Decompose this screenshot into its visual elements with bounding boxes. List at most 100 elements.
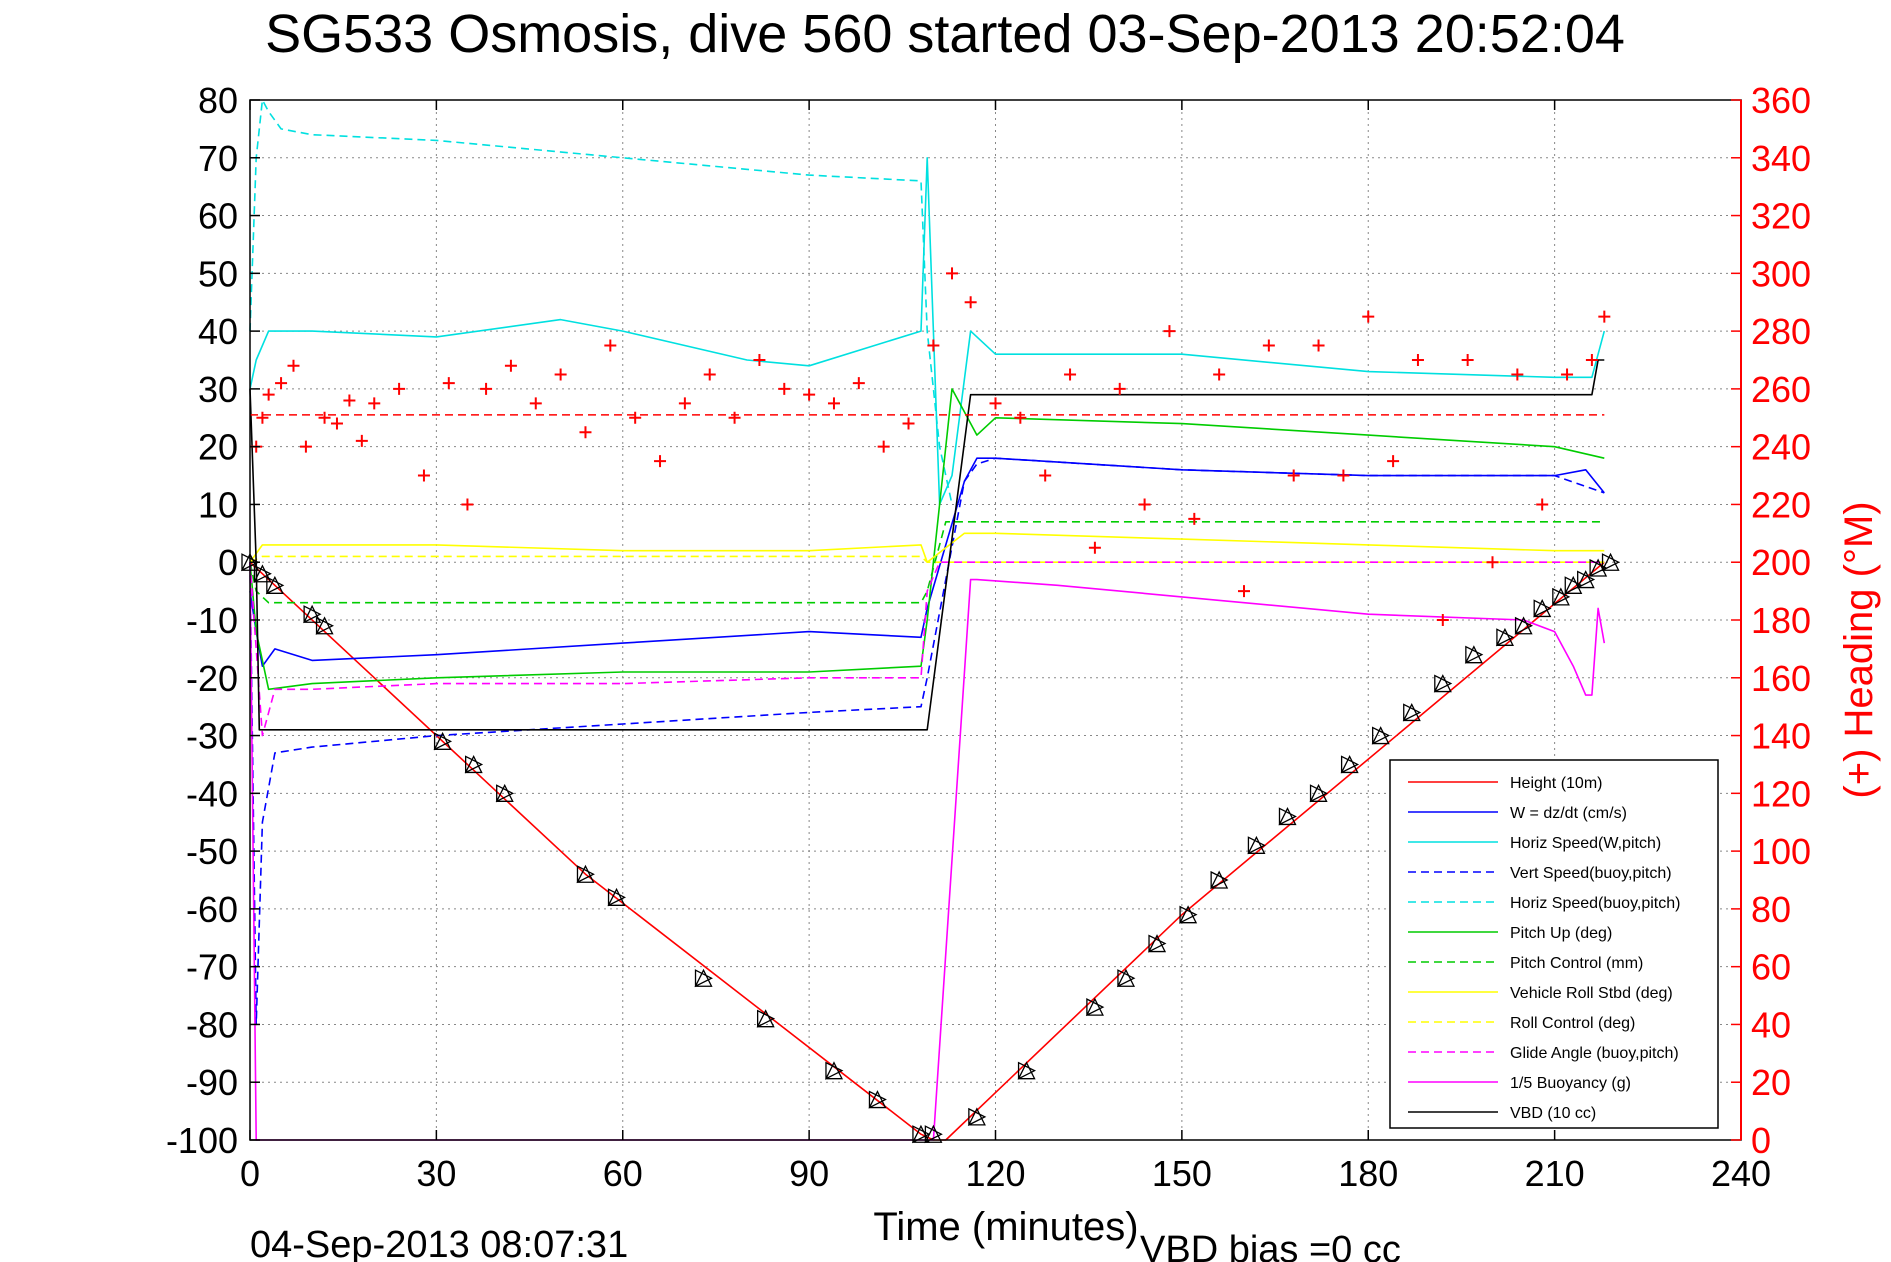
dive-marker (1551, 587, 1571, 606)
heading-point (262, 388, 275, 401)
dive-marker (1533, 598, 1552, 618)
x-tick-label: 90 (789, 1153, 829, 1194)
legend: Height (10m) W = dz/dt (cm/s) Horiz Speed(… (1389, 759, 1719, 1129)
heading-point (1138, 498, 1151, 511)
series-layer (249, 99, 1606, 1141)
heading-point (1511, 368, 1524, 381)
dive-markers-layer (240, 552, 1620, 1144)
y-left-tick-label: 60 (198, 196, 238, 237)
heading-point (827, 397, 840, 410)
legend-label-height-10m: Height (10m) (1510, 775, 1602, 792)
heading-point (1238, 585, 1250, 598)
legend-label-vbd-10-cc: VBD (10 cc) (1510, 1105, 1596, 1122)
x-axis-label: Time (minutes) (873, 1205, 1138, 1249)
dive-marker (1601, 552, 1620, 572)
dive-marker (1147, 934, 1167, 953)
dive-marker (1495, 627, 1515, 647)
series-line-glide-angle-buoy-pitch (249, 561, 1605, 737)
y-right-tick-label: 260 (1751, 369, 1811, 410)
heading-point (629, 411, 642, 424)
dive-marker (315, 616, 335, 635)
heading-point (442, 377, 455, 390)
y-left-tick-label: -40 (186, 773, 238, 814)
series-line-horiz-speed-w-pitch (249, 157, 1606, 506)
x-tick-label: 30 (416, 1153, 456, 1194)
heading-point (299, 440, 312, 453)
heading-point (1312, 339, 1325, 352)
right-axis-label: (+) Heading (°M) (1837, 501, 1881, 798)
legend-label-pitch-up-deg: Pitch Up (deg) (1510, 925, 1612, 942)
heading-point (393, 382, 406, 395)
dive-marker (253, 564, 272, 583)
dive-marker (265, 575, 285, 595)
legend-label-glide-angle-buoy-pitch: Glide Angle (buoy,pitch) (1510, 1045, 1679, 1062)
end-timestamp: 04-Sep-2013 08:07:31 (250, 1224, 628, 1262)
legend-box (1389, 759, 1719, 1129)
heading-point (1411, 354, 1424, 366)
heading-point (504, 359, 517, 372)
heading-points-layer (250, 267, 1611, 626)
dive-marker (868, 1090, 887, 1109)
legend-label-horiz-speed-buoy-pitch: Horiz Speed(buoy,pitch) (1510, 895, 1680, 912)
y-left-tick-label: -20 (186, 658, 238, 699)
heading-point (343, 394, 356, 407)
heading-point (275, 377, 288, 390)
y-right-tick-label: 40 (1751, 1004, 1791, 1045)
dive-marker (607, 887, 626, 907)
heading-point (1486, 556, 1499, 569)
heading-point (654, 455, 667, 468)
heading-point (877, 440, 890, 453)
heading-point (1598, 310, 1611, 323)
y-right-tick-label: 60 (1751, 947, 1791, 988)
dive-marker (1402, 702, 1422, 722)
legend-label-roll-control-deg: Roll Control (deg) (1510, 1015, 1635, 1032)
y-left-tick-label: -80 (186, 1004, 238, 1045)
heading-point (1561, 368, 1574, 381)
heading-point (678, 397, 691, 410)
dive-marker (1433, 674, 1453, 693)
heading-point (964, 296, 977, 309)
y-right-tick-label: 280 (1751, 311, 1811, 352)
dive-marker (464, 754, 484, 774)
dive-marker (1371, 726, 1391, 745)
heading-point (852, 377, 865, 390)
dive-marker (1340, 754, 1360, 774)
dive-marker (576, 864, 595, 884)
heading-point (1188, 512, 1201, 525)
y-left-tick-label: 50 (198, 253, 238, 294)
heading-point (927, 339, 940, 352)
dive-marker (824, 1061, 844, 1080)
legend-label-1-5-buoyancy-g: 1/5 Buoyancy (g) (1510, 1075, 1631, 1092)
heading-point (287, 359, 300, 372)
heading-point (417, 469, 430, 482)
dive-marker (303, 604, 322, 624)
dive-marker (694, 968, 713, 988)
heading-point (1387, 455, 1400, 468)
heading-point (461, 498, 474, 511)
heading-point (1213, 368, 1226, 381)
heading-point (1014, 411, 1027, 424)
y-right-tick-label: 340 (1751, 138, 1811, 179)
dive-marker (1116, 968, 1136, 988)
dive-marker (1514, 616, 1534, 635)
y-right-tick-label: 160 (1751, 658, 1811, 699)
dive-marker (1017, 1061, 1037, 1080)
dive-marker (924, 1124, 943, 1144)
y-right-tick-label: 180 (1751, 600, 1811, 641)
y-left-tick-label: -50 (186, 831, 238, 872)
heading-point (946, 267, 959, 280)
legend-label-horiz-speed-w-pitch: Horiz Speed(W,pitch) (1510, 835, 1661, 852)
heading-point (1113, 382, 1126, 395)
heading-point (1287, 469, 1300, 482)
heading-point (1536, 498, 1549, 511)
heading-point (480, 382, 493, 395)
heading-point (368, 397, 381, 410)
series-line-vert-speed-buoy-pitch (249, 457, 1605, 1026)
x-tick-label: 150 (1152, 1153, 1212, 1194)
vbd-bias-label: VBD bias =0 cc (1140, 1229, 1401, 1262)
dive-marker (1247, 835, 1266, 855)
x-tick-label: 60 (603, 1153, 643, 1194)
heading-point (703, 368, 716, 381)
y-left-tick-label: -70 (186, 947, 238, 988)
